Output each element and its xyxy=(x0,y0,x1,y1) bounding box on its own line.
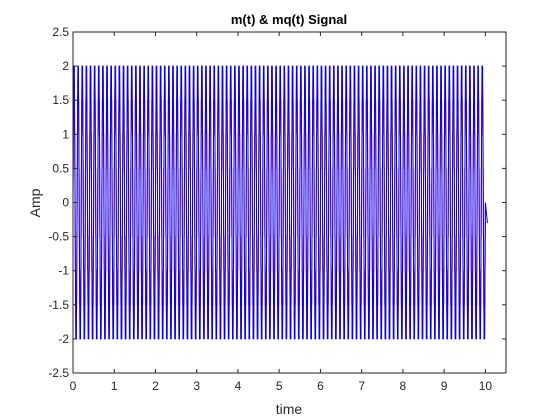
y-tick-label: 2.5 xyxy=(52,25,69,39)
x-tick-label: 1 xyxy=(111,379,118,393)
x-tick-label: 3 xyxy=(193,379,200,393)
x-tick-label: 8 xyxy=(400,379,407,393)
x-tick-label: 0 xyxy=(70,379,77,393)
x-tick-label: 6 xyxy=(317,379,324,393)
y-tick-label: 0.5 xyxy=(52,161,69,175)
x-axis-label: time xyxy=(276,401,303,417)
x-tick-label: 4 xyxy=(235,379,242,393)
y-tick-label: 2 xyxy=(62,59,69,73)
x-tick-label: 7 xyxy=(358,379,365,393)
x-tick-label: 2 xyxy=(152,379,159,393)
y-tick-label: -0.5 xyxy=(48,230,69,244)
y-tick-label: -2.5 xyxy=(48,366,69,380)
x-tick-label: 10 xyxy=(479,379,493,393)
series-layer xyxy=(72,65,488,340)
chart-title: m(t) & mq(t) Signal xyxy=(231,12,347,27)
ticks-layer: 0 1 2 3 4 5 6 7 8 9 10 -2.5 -2 -1.5 -1 -0.5 0 0.5 1 1.5 2 2.5 xyxy=(48,25,506,393)
y-tick-label: 1.5 xyxy=(52,93,69,107)
y-tick-label: -1.5 xyxy=(48,298,69,312)
y-tick-label: 1 xyxy=(62,127,69,141)
y-tick-label: -1 xyxy=(58,264,69,278)
series-mq-line xyxy=(72,65,488,340)
y-tick-label: 0 xyxy=(62,196,69,210)
x-tick-label: 5 xyxy=(276,379,283,393)
y-axis-label: Amp xyxy=(27,188,43,217)
x-tick-label: 9 xyxy=(441,379,448,393)
y-tick-label: -2 xyxy=(58,332,69,346)
